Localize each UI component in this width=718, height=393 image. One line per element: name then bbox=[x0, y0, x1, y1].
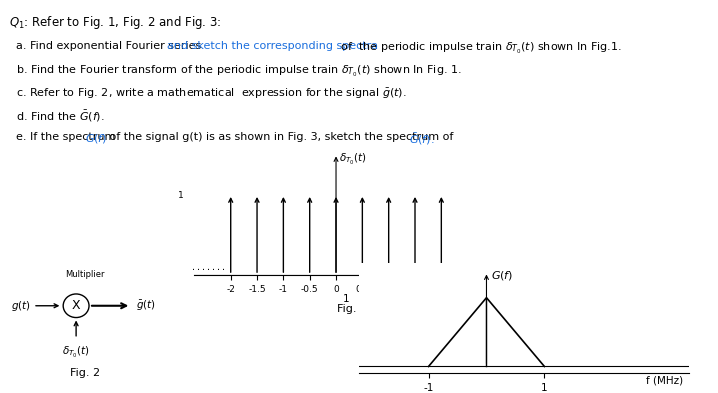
Text: f (MHz): f (MHz) bbox=[646, 375, 684, 386]
Text: X: X bbox=[72, 299, 80, 312]
Text: $\bar{g}(t)$: $\bar{g}(t)$ bbox=[136, 299, 157, 313]
Text: .......: ....... bbox=[458, 263, 493, 272]
Text: $\delta_{T_0}(t)$: $\delta_{T_0}(t)$ bbox=[339, 152, 366, 167]
Text: Fig. 2: Fig. 2 bbox=[70, 368, 100, 378]
Text: c. Refer to Fig. 2, write a mathematical  expression for the signal $\bar{g}(t)$: c. Refer to Fig. 2, write a mathematical… bbox=[16, 86, 406, 101]
Text: of  the periodic impulse train $\delta_{T_0}(t)$ shown In Fig.1.: of the periodic impulse train $\delta_{T… bbox=[337, 41, 623, 56]
Text: t(μs) →: t(μs) → bbox=[473, 288, 507, 298]
Text: .......: ....... bbox=[191, 263, 226, 272]
Text: d. Find the $\bar{G}(f)$.: d. Find the $\bar{G}(f)$. bbox=[16, 109, 104, 125]
Text: $G(f)$: $G(f)$ bbox=[491, 269, 513, 282]
Text: Multiplier: Multiplier bbox=[65, 270, 105, 279]
Text: e. If the spectrum: e. If the spectrum bbox=[16, 132, 118, 141]
Text: and sketch the corresponding spectra: and sketch the corresponding spectra bbox=[167, 41, 378, 51]
Text: $g(t)$: $g(t)$ bbox=[11, 299, 30, 313]
Text: $Q_1$: Refer to Fig. 1, Fig. 2 and Fig. 3:: $Q_1$: Refer to Fig. 1, Fig. 2 and Fig. … bbox=[9, 14, 222, 31]
Text: Fig. 1: Fig. 1 bbox=[337, 304, 367, 314]
Text: $\delta_{T_0}(t)$: $\delta_{T_0}(t)$ bbox=[62, 345, 90, 360]
Text: b. Find the Fourier transform of the periodic impulse train $\delta_{T_0}(t)$ sh: b. Find the Fourier transform of the per… bbox=[16, 64, 462, 79]
Text: a. Find exponential Fourier series: a. Find exponential Fourier series bbox=[16, 41, 205, 51]
Text: $\bar{G}(f)$.: $\bar{G}(f)$. bbox=[409, 132, 435, 147]
Text: $G(f)$: $G(f)$ bbox=[85, 132, 107, 145]
Text: of the signal g(t) is as shown in Fig. 3, sketch the spectrum of: of the signal g(t) is as shown in Fig. 3… bbox=[106, 132, 457, 141]
